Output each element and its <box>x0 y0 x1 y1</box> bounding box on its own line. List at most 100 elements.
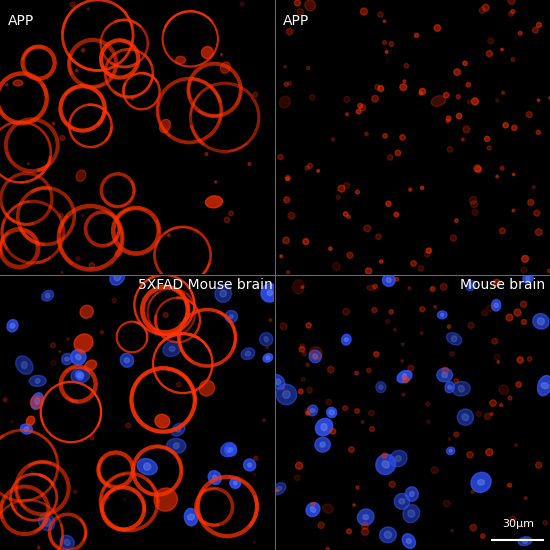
Ellipse shape <box>244 459 256 471</box>
Circle shape <box>502 91 504 94</box>
Circle shape <box>297 9 304 15</box>
Circle shape <box>360 104 366 111</box>
Ellipse shape <box>75 371 84 380</box>
Circle shape <box>253 92 258 97</box>
Ellipse shape <box>457 409 474 425</box>
Circle shape <box>194 229 199 234</box>
Ellipse shape <box>477 480 485 485</box>
Ellipse shape <box>395 455 401 461</box>
Ellipse shape <box>469 284 473 288</box>
Circle shape <box>476 167 482 173</box>
Ellipse shape <box>110 269 125 285</box>
Ellipse shape <box>221 442 236 456</box>
Ellipse shape <box>305 0 316 11</box>
Ellipse shape <box>114 273 120 281</box>
Circle shape <box>37 546 40 549</box>
Circle shape <box>306 363 309 366</box>
Circle shape <box>326 547 329 550</box>
Circle shape <box>389 42 394 46</box>
Circle shape <box>512 209 515 212</box>
Ellipse shape <box>276 486 282 491</box>
Circle shape <box>360 8 367 15</box>
Circle shape <box>101 122 103 123</box>
Circle shape <box>446 116 451 121</box>
Circle shape <box>450 235 456 241</box>
Circle shape <box>373 284 377 289</box>
Circle shape <box>506 314 513 321</box>
Circle shape <box>456 95 460 99</box>
Circle shape <box>508 0 515 4</box>
Circle shape <box>336 195 340 199</box>
Ellipse shape <box>471 472 491 492</box>
Circle shape <box>440 283 447 290</box>
Circle shape <box>470 524 476 531</box>
Circle shape <box>356 109 361 114</box>
Ellipse shape <box>452 336 457 342</box>
Ellipse shape <box>24 427 29 431</box>
Circle shape <box>521 267 527 273</box>
Circle shape <box>370 426 375 431</box>
Ellipse shape <box>518 537 532 546</box>
Text: APP: APP <box>8 14 35 28</box>
Circle shape <box>524 497 527 499</box>
Circle shape <box>288 81 292 85</box>
Circle shape <box>508 396 512 400</box>
Ellipse shape <box>60 535 74 549</box>
Circle shape <box>514 444 518 447</box>
Circle shape <box>163 312 168 317</box>
Ellipse shape <box>469 196 476 204</box>
Circle shape <box>300 344 304 348</box>
Ellipse shape <box>342 334 351 345</box>
Circle shape <box>100 331 103 334</box>
Ellipse shape <box>272 483 286 495</box>
Circle shape <box>536 130 541 134</box>
Ellipse shape <box>408 510 415 518</box>
Circle shape <box>447 146 453 152</box>
Circle shape <box>81 214 84 217</box>
Circle shape <box>527 357 532 361</box>
Ellipse shape <box>241 348 255 360</box>
Circle shape <box>108 72 112 76</box>
Ellipse shape <box>43 518 51 526</box>
Circle shape <box>81 48 85 52</box>
Circle shape <box>420 307 425 312</box>
Circle shape <box>221 54 222 56</box>
Ellipse shape <box>248 463 251 467</box>
Circle shape <box>301 377 305 381</box>
Ellipse shape <box>261 284 279 302</box>
Circle shape <box>426 248 432 253</box>
Ellipse shape <box>167 438 186 453</box>
Circle shape <box>329 247 332 250</box>
Ellipse shape <box>144 463 151 470</box>
Circle shape <box>454 432 459 437</box>
Circle shape <box>400 84 406 91</box>
Circle shape <box>28 163 30 164</box>
Ellipse shape <box>437 368 453 382</box>
Circle shape <box>513 173 515 175</box>
Ellipse shape <box>137 459 157 475</box>
Circle shape <box>503 123 508 128</box>
Circle shape <box>12 505 17 510</box>
Circle shape <box>60 135 65 140</box>
Circle shape <box>511 9 515 14</box>
Ellipse shape <box>46 293 50 298</box>
Circle shape <box>494 354 500 360</box>
Ellipse shape <box>441 314 444 316</box>
Ellipse shape <box>171 423 185 436</box>
Circle shape <box>74 490 77 493</box>
Ellipse shape <box>263 354 273 362</box>
Circle shape <box>383 20 386 23</box>
Circle shape <box>500 166 504 170</box>
Ellipse shape <box>234 481 237 485</box>
Ellipse shape <box>175 427 181 432</box>
Text: Mouse brain: Mouse brain <box>460 278 546 292</box>
Ellipse shape <box>397 371 412 383</box>
Circle shape <box>306 411 310 415</box>
Ellipse shape <box>447 333 462 345</box>
Ellipse shape <box>276 384 296 405</box>
Text: 5XFAD Mouse brain: 5XFAD Mouse brain <box>138 278 272 292</box>
Ellipse shape <box>230 478 241 488</box>
Circle shape <box>474 165 481 172</box>
Ellipse shape <box>310 507 316 513</box>
Circle shape <box>168 234 170 236</box>
